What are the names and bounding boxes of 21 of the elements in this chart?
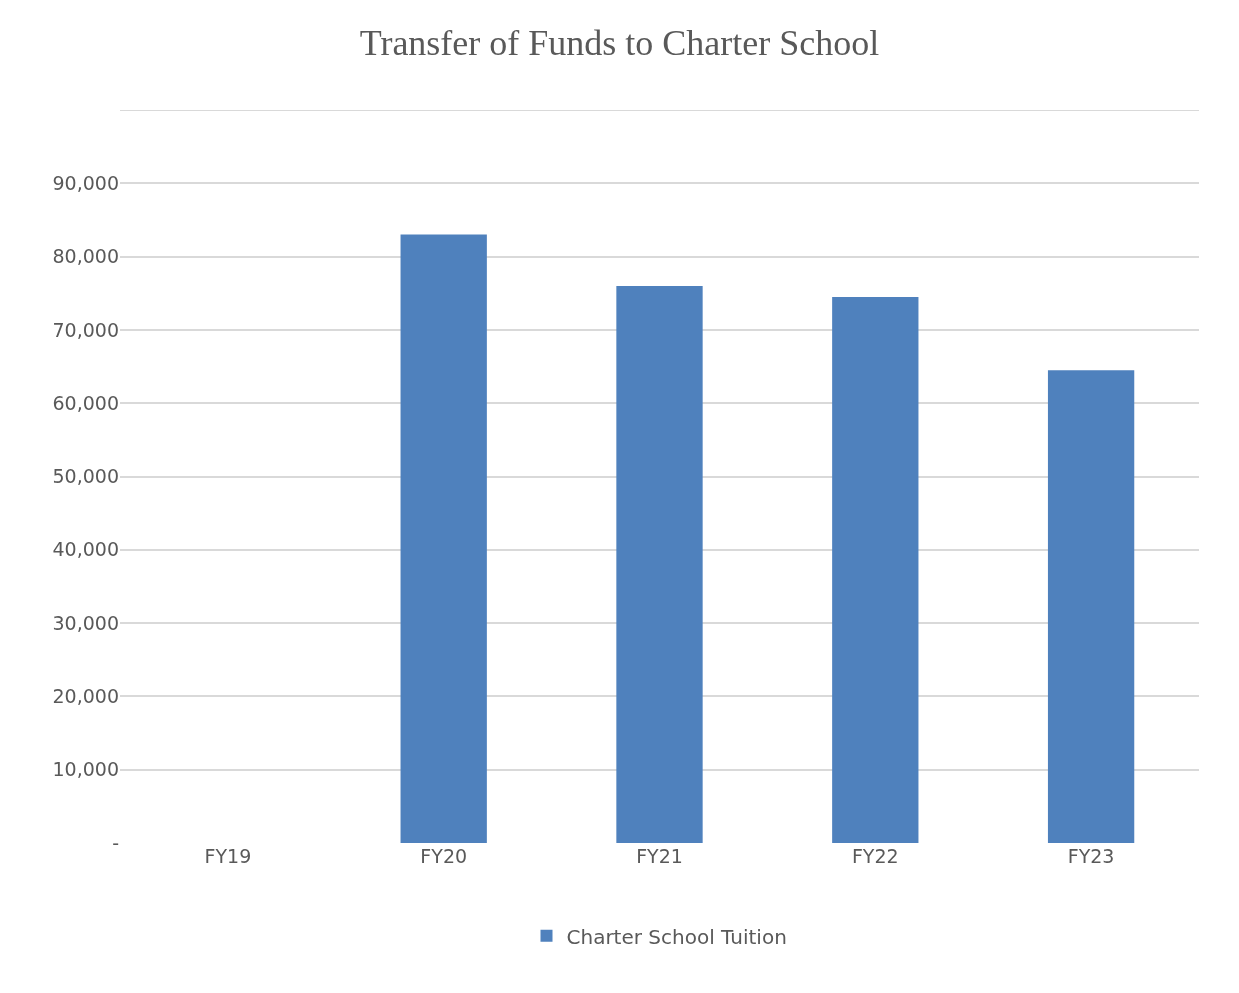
x-tick-label: FY22 [851, 845, 899, 867]
legend-label: Charter School Tuition [566, 924, 787, 949]
bar [832, 296, 919, 843]
bar [1047, 370, 1135, 843]
x-tick-label: FY23 [1067, 845, 1115, 867]
y-tick-label: 50,000 [52, 465, 119, 488]
y-tick-label: 80,000 [52, 245, 119, 268]
chart-title: Transfer of Funds to Charter School [359, 22, 880, 63]
y-tick-label: 40,000 [52, 538, 119, 561]
x-tick-label: FY21 [636, 845, 683, 867]
y-tick-label: - [112, 831, 119, 854]
x-tick-label: FY19 [204, 845, 252, 867]
y-tick-label: 20,000 [52, 685, 119, 708]
y-tick-label: 30,000 [52, 611, 119, 634]
bar [616, 285, 703, 843]
x-tick-label: FY20 [420, 845, 468, 867]
y-tick-label: 10,000 [52, 758, 119, 781]
bar [400, 234, 487, 843]
y-tick-label: 70,000 [52, 318, 119, 341]
y-tick-label: 90,000 [52, 171, 119, 194]
y-tick-label: 60,000 [52, 391, 119, 414]
